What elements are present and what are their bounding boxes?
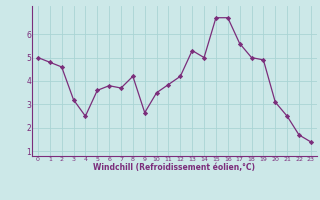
- X-axis label: Windchill (Refroidissement éolien,°C): Windchill (Refroidissement éolien,°C): [93, 163, 255, 172]
